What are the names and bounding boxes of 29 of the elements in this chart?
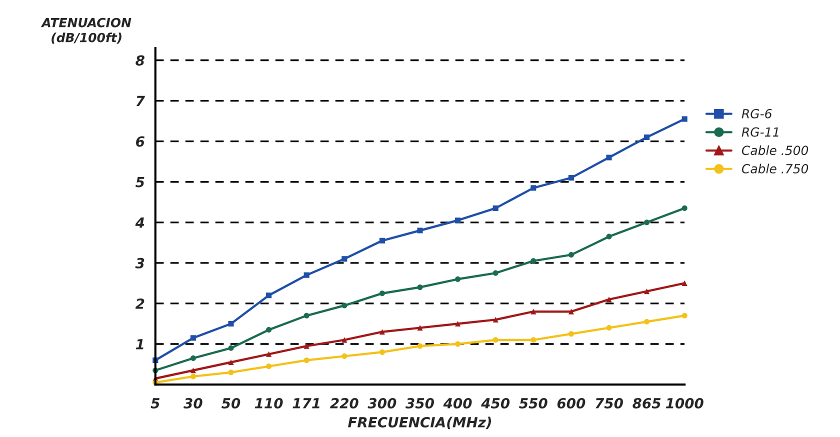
x-axis-title: FRECUENCIA(MHz) [348,416,491,430]
x-tick-label: 450 [481,398,510,409]
y-tick-label: 6 [136,136,144,147]
x-tick-label: 300 [368,398,396,409]
x-tick-label: 865 [632,398,661,409]
x-tick-label: 750 [596,398,623,409]
x-tick-label: 110 [254,398,283,409]
y-tick-label: 2 [135,298,144,309]
legend-label: RG-11 [742,127,778,137]
x-tick-label: 220 [330,398,358,409]
x-tick-label: 600 [557,398,586,409]
x-tick-label: 400 [443,398,472,409]
y-tick-label: 1 [136,339,144,350]
legend-label: Cable .750 [742,164,808,174]
x-tick-label: 350 [406,398,434,409]
y-tick-label: 3 [135,258,144,268]
x-tick-label: 1000 [666,398,704,409]
x-tick-label: 5 [150,398,160,409]
y-tick-label: 4 [135,218,144,228]
legend-label: Cable .500 [742,145,808,156]
x-tick-label: 50 [222,398,240,409]
x-tick-label: 171 [292,398,320,408]
x-tick-label: 550 [519,398,548,409]
y-tick-label: 8 [136,55,144,66]
y-tick-label: 7 [136,96,145,106]
y-tick-label: 5 [136,177,144,188]
y-axis-title: ATENUACION (dB/100ft) [40,18,132,44]
x-tick-label: 30 [184,398,202,409]
legend-label: RG-6 [742,108,772,118]
